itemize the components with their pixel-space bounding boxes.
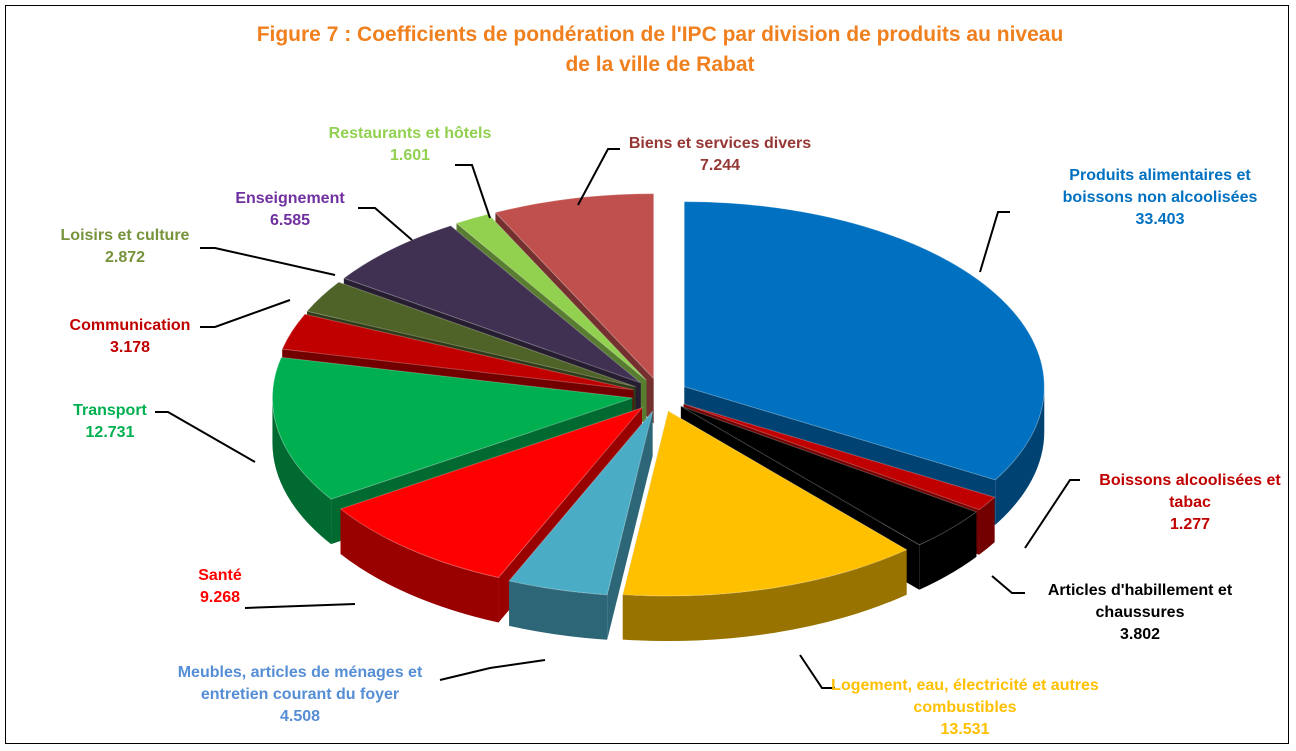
data-label: Produits alimentaires et boissons non al… bbox=[1040, 165, 1280, 231]
category-label: Restaurants et hôtels bbox=[328, 125, 492, 142]
category-label: Loisirs et culture bbox=[60, 227, 190, 244]
slice bbox=[342, 225, 641, 384]
leader-line bbox=[244, 603, 356, 609]
chart-title: Figure 7 : Coefficients de pondération d… bbox=[256, 23, 1064, 76]
slice-wall bbox=[919, 511, 977, 590]
category-label: Produits alimentaires et boissons non al… bbox=[1062, 167, 1258, 206]
value-label: 3.802 bbox=[1119, 626, 1161, 643]
value-label: 7.244 bbox=[699, 157, 741, 174]
leader-line bbox=[455, 164, 491, 219]
category-label: Santé bbox=[198, 567, 242, 584]
data-label: Articles d'habillement et chaussures 3.80… bbox=[1025, 580, 1255, 646]
slice bbox=[683, 201, 1045, 481]
category-label: Enseignement bbox=[235, 190, 345, 207]
leader-line bbox=[155, 411, 256, 463]
data-label: Restaurants et hôtels 1.601 bbox=[310, 123, 510, 167]
leader-line bbox=[577, 148, 620, 206]
value-label: 6.585 bbox=[269, 212, 311, 229]
data-label: Communication 3.178 bbox=[45, 315, 215, 359]
leader-line bbox=[991, 575, 1025, 594]
leader-line bbox=[358, 207, 413, 241]
frame bbox=[5, 5, 1289, 744]
category-label: Communication bbox=[69, 317, 191, 334]
value-label: 9.268 bbox=[199, 589, 241, 606]
data-label: Boissons alcoolisées et tabac 1.277 bbox=[1085, 470, 1295, 536]
slice bbox=[680, 405, 978, 546]
category-label: Articles d'habillement et chaussures bbox=[1047, 582, 1233, 621]
slice bbox=[494, 193, 655, 380]
leader-line bbox=[1024, 479, 1080, 549]
data-label: Enseignement 6.585 bbox=[205, 188, 375, 232]
category-label: Meubles, articles de ménages et entretie… bbox=[177, 664, 423, 703]
slice-wall bbox=[509, 580, 608, 640]
slice bbox=[683, 403, 996, 511]
category-label: Biens et services divers bbox=[628, 135, 812, 152]
slice bbox=[339, 406, 644, 579]
value-label: 1.601 bbox=[389, 147, 431, 164]
data-label: Transport 12.731 bbox=[50, 400, 170, 444]
value-label: 12.731 bbox=[85, 424, 135, 441]
slice-wall bbox=[979, 497, 995, 555]
data-label: Biens et services divers 7.244 bbox=[590, 133, 850, 177]
value-label: 1.277 bbox=[1169, 516, 1211, 533]
slice bbox=[271, 356, 633, 500]
value-label: 2.872 bbox=[104, 249, 146, 266]
slice-wall bbox=[272, 397, 332, 545]
data-label: Logement, eau, électricité et autres com… bbox=[830, 675, 1100, 741]
leader-line bbox=[439, 659, 546, 681]
category-label: Transport bbox=[73, 402, 147, 419]
value-label: 3.178 bbox=[109, 339, 151, 356]
data-label: Loisirs et culture 2.872 bbox=[25, 225, 225, 269]
value-label: 13.531 bbox=[940, 721, 990, 738]
slice bbox=[508, 410, 654, 596]
category-label: Logement, eau, électricité et autres com… bbox=[831, 677, 1099, 716]
slice-wall bbox=[340, 509, 499, 623]
category-label: Boissons alcoolisées et tabac bbox=[1099, 472, 1281, 511]
value-label: 33.403 bbox=[1135, 211, 1185, 228]
data-label: Meubles, articles de ménages et entretie… bbox=[150, 662, 450, 728]
value-label: 4.508 bbox=[279, 708, 321, 725]
slice bbox=[622, 410, 908, 597]
leader-line bbox=[799, 654, 835, 689]
slice bbox=[306, 281, 636, 388]
leader-line bbox=[979, 211, 1010, 273]
leader-line bbox=[200, 247, 336, 276]
slice-wall bbox=[995, 386, 1045, 525]
slice-wall bbox=[622, 549, 907, 642]
leader-line bbox=[200, 299, 291, 328]
slice bbox=[281, 313, 634, 391]
data-label: Santé 9.268 bbox=[170, 565, 270, 609]
